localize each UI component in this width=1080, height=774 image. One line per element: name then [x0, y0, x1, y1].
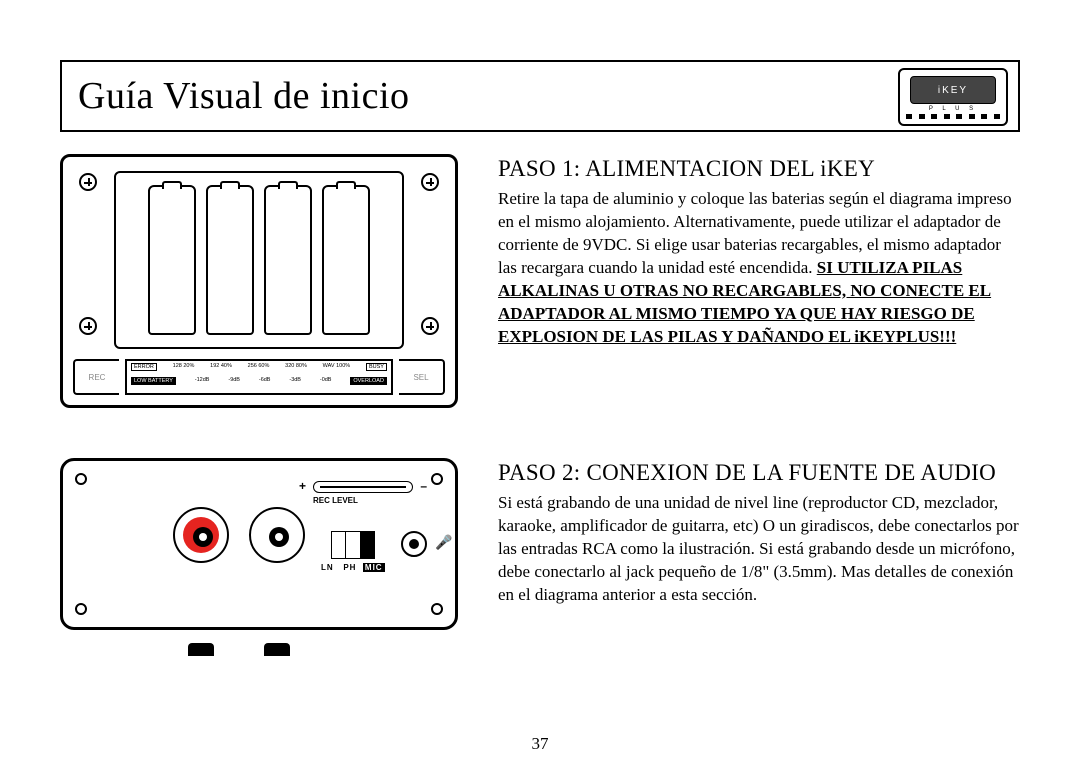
led-label: OVERLOAD	[350, 377, 387, 385]
mic-jack-icon	[401, 531, 427, 557]
header-box: Guía Visual de inicio iKEY P L U S	[60, 60, 1020, 132]
device-top-view: REC ERROR 128 20% 192 40% 256 60% 320 80…	[60, 154, 458, 408]
led-label: 128 20%	[173, 363, 195, 371]
led-label: 192 40%	[210, 363, 232, 371]
step-2-body: Si está grabando de una unidad de nivel …	[498, 492, 1020, 607]
led-label: -9dB	[228, 377, 240, 385]
plus-icon: +	[299, 479, 306, 493]
page-title: Guía Visual de inicio	[78, 74, 410, 118]
content: REC ERROR 128 20% 192 40% 256 60% 320 80…	[60, 154, 1020, 630]
led-label: -6dB	[259, 377, 271, 385]
step-2-title: PASO 2: CONEXION DE LA FUENTE DE AUDIO	[498, 460, 1020, 486]
step-2-text: PASO 2: CONEXION DE LA FUENTE DE AUDIO S…	[498, 458, 1020, 607]
step-1-text: PASO 1: ALIMENTACION DEL iKEY Retire la …	[498, 154, 1020, 349]
battery-slot	[322, 185, 370, 335]
led-label: ERROR	[131, 363, 157, 371]
rec-level-control: + – REC LEVEL	[313, 481, 413, 505]
step-2-row: + – REC LEVEL LN PH MIC 🎤	[60, 458, 1020, 630]
screw-icon	[421, 317, 439, 335]
led-label: -3dB	[289, 377, 301, 385]
led-label: -12dB	[195, 377, 210, 385]
led-strip: ERROR 128 20% 192 40% 256 60% 320 80% WA…	[125, 359, 393, 395]
led-label: BUSY	[366, 363, 387, 371]
rec-level-slider	[313, 481, 413, 493]
rec-button-label: REC	[73, 359, 119, 395]
step-2-illustration: + – REC LEVEL LN PH MIC 🎤	[60, 458, 460, 630]
led-label: WAV 100%	[323, 363, 351, 371]
device-rear-view: + – REC LEVEL LN PH MIC 🎤	[60, 458, 458, 630]
minus-icon: –	[420, 479, 427, 493]
page-number: 37	[532, 734, 549, 754]
step-1-title: PASO 1: ALIMENTACION DEL iKEY	[498, 156, 1020, 182]
input-switch	[331, 531, 375, 559]
battery-slot	[206, 185, 254, 335]
rec-level-label: REC LEVEL	[313, 496, 413, 505]
logo-subtext: P L U S	[910, 106, 996, 114]
indicator-strip: REC ERROR 128 20% 192 40% 256 60% 320 80…	[73, 359, 445, 395]
battery-slot	[264, 185, 312, 335]
rca-left-jack	[173, 507, 229, 563]
rca-plug-icon	[269, 527, 289, 547]
logo-text: iKEY	[910, 76, 996, 104]
rca-right-jack	[249, 507, 305, 563]
led-label: -0dB	[320, 377, 332, 385]
step-1-illustration: REC ERROR 128 20% 192 40% 256 60% 320 80…	[60, 154, 460, 408]
screw-icon	[421, 173, 439, 191]
microphone-icon: 🎤	[435, 535, 452, 552]
screw-icon	[79, 173, 97, 191]
battery-bay	[114, 171, 404, 349]
screw-icon	[79, 317, 97, 335]
led-label: 256 60%	[248, 363, 270, 371]
step-1-body: Retire la tapa de aluminio y coloque las…	[498, 188, 1020, 349]
led-label: LOW BATTERY	[131, 377, 176, 385]
product-logo: iKEY P L U S	[898, 68, 1008, 126]
step-1-row: REC ERROR 128 20% 192 40% 256 60% 320 80…	[60, 154, 1020, 408]
cable-illustration	[63, 561, 461, 656]
rca-plug-icon	[193, 527, 213, 547]
sel-button-label: SEL	[399, 359, 445, 395]
led-label: 320 80%	[285, 363, 307, 371]
battery-slot	[148, 185, 196, 335]
logo-indicator-dots	[906, 114, 1000, 120]
screw-icon	[75, 473, 87, 485]
screw-icon	[431, 473, 443, 485]
